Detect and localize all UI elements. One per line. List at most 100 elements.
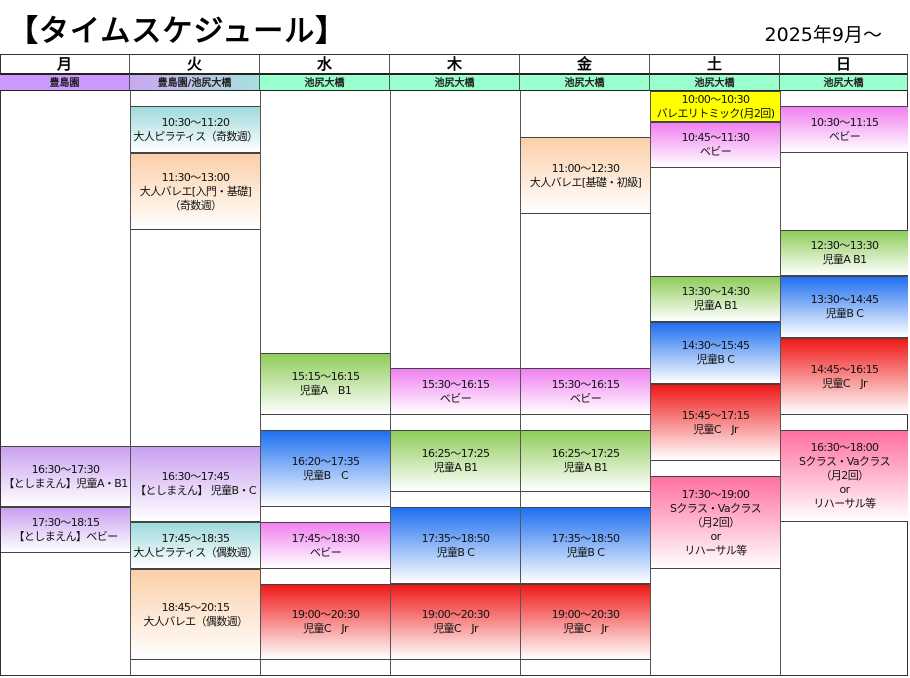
column-divider <box>520 91 521 676</box>
class-name: 児童C Jr <box>693 422 738 436</box>
class-name: （月2回） <box>691 515 741 529</box>
class-block: 11:00〜12:30 大人バレエ[基礎・初級] <box>521 137 650 214</box>
day-header: 土 <box>650 55 780 73</box>
column-divider <box>260 91 261 676</box>
class-name: 大人ピラティス（奇数週） <box>133 129 258 143</box>
period-label: 2025年9月〜 <box>764 24 882 46</box>
class-time: 16:30〜17:45 <box>161 470 230 483</box>
class-name: ベビー <box>828 129 861 143</box>
class-block: 19:00〜20:30 児童C Jr <box>261 584 390 660</box>
class-block: 16:30〜17:30 【としまえん】児童A・B1 <box>1 446 130 507</box>
class-time: 17:35〜18:50 <box>551 531 620 545</box>
class-name: 大人バレエ（偶数週） <box>143 614 249 628</box>
location-label: 池尻大橋 <box>260 73 390 91</box>
class-time: 16:30〜17:30 <box>31 462 100 476</box>
day-header: 日 <box>780 55 908 73</box>
class-time: 17:30〜19:00 <box>681 487 750 501</box>
day-header: 木 <box>390 55 520 73</box>
class-time: 18:45〜20:15 <box>161 600 230 614</box>
class-block: 17:45〜18:30 ベビー <box>261 522 390 569</box>
location-label: 豊島園/池尻大橋 <box>130 73 260 91</box>
class-time: 10:45〜11:30 <box>681 131 750 144</box>
class-time: 10:30〜11:20 <box>161 115 230 129</box>
class-time: 15:30〜16:15 <box>421 377 490 391</box>
class-time: 19:00〜20:30 <box>551 608 620 621</box>
class-block: 17:35〜18:50 児童B C <box>521 507 650 584</box>
class-block: 15:30〜16:15 ベビー <box>521 368 650 415</box>
class-name: 児童C Jr <box>563 622 608 635</box>
class-time: 10:00〜10:30 <box>681 92 750 106</box>
class-name: 児童B C <box>566 545 605 559</box>
location-label: 池尻大橋 <box>650 73 780 91</box>
class-time: 13:30〜14:45 <box>810 293 879 306</box>
class-time: 17:45〜18:30 <box>291 531 360 545</box>
class-name: 児童A B1 <box>299 384 352 397</box>
class-name: 児童C Jr <box>433 622 478 635</box>
class-name: 大人ピラティス（偶数週） <box>133 545 258 559</box>
class-block: 14:30〜15:45 児童B C <box>651 322 780 384</box>
class-name: 【としまえん】 児童B・C <box>135 484 257 497</box>
class-name: 【としまえん】児童A・B1 <box>3 476 128 490</box>
class-time: 17:45〜18:35 <box>161 531 230 545</box>
class-time: 14:30〜15:45 <box>681 339 750 352</box>
location-label: 豊島園 <box>0 73 130 91</box>
class-name: 児童B C <box>696 353 735 366</box>
class-block: 17:35〜18:50 児童B C <box>391 507 520 584</box>
class-time: 17:35〜18:50 <box>421 531 490 545</box>
class-name: Sクラス・Vaクラス <box>799 455 891 468</box>
class-block: 15:30〜16:15 ベビー <box>391 368 520 415</box>
class-block: 16:30〜17:45 【としまえん】 児童B・C <box>131 446 260 522</box>
class-block: 16:30〜18:00 Sクラス・Vaクラス （月2回） or リハーサル等 <box>781 430 908 522</box>
class-name: 児童A B1 <box>563 461 609 474</box>
class-name: ベビー <box>309 545 342 559</box>
class-time: 11:30〜13:00 <box>161 170 230 184</box>
class-time: 15:15〜16:15 <box>291 370 360 383</box>
column-divider <box>130 91 131 676</box>
class-time: 11:00〜12:30 <box>551 161 620 175</box>
class-block: 12:30〜13:30 児童A B1 <box>781 230 908 276</box>
class-name: 【としまえん】ベビー <box>13 530 119 543</box>
class-block: 16:25〜17:25 児童A B1 <box>391 430 520 492</box>
class-block: 13:30〜14:30 児童A B1 <box>651 276 780 322</box>
class-block: 11:30〜13:00 大人バレエ[入門・基礎] （奇数週） <box>131 153 260 230</box>
class-name: Sクラス・Vaクラス <box>670 501 762 515</box>
class-time: 14:45〜16:15 <box>810 362 879 376</box>
class-time: 16:30〜18:00 <box>810 441 879 454</box>
class-block: 10:45〜11:30 ベビー <box>651 122 780 168</box>
class-block: 14:45〜16:15 児童C Jr <box>781 338 908 415</box>
class-time: 16:20〜17:35 <box>291 454 360 468</box>
class-time: 16:25〜17:25 <box>551 447 620 460</box>
class-name: 児童C Jr <box>822 376 867 390</box>
location-label: 池尻大橋 <box>520 73 650 91</box>
day-header: 水 <box>260 55 390 73</box>
class-block: 17:45〜18:35 大人ピラティス（偶数週） <box>131 522 260 569</box>
class-time: 19:00〜20:30 <box>291 608 360 621</box>
class-block: 10:30〜11:15 ベビー <box>781 106 908 153</box>
class-name: ベビー <box>699 145 732 158</box>
class-block: 10:30〜11:20 大人ピラティス（奇数週） <box>131 106 260 153</box>
class-name: （奇数週） <box>169 198 223 212</box>
class-block: 19:00〜20:30 児童C Jr <box>391 584 520 660</box>
class-time: 13:30〜14:30 <box>681 285 750 298</box>
class-block: 16:25〜17:25 児童A B1 <box>521 430 650 492</box>
class-name: ベビー <box>569 391 602 405</box>
page-title: 【タイムスケジュール】 <box>8 14 347 49</box>
class-name: 児童A B1 <box>433 461 479 474</box>
class-name: （月2回） <box>820 469 870 482</box>
class-block: 17:30〜19:00 Sクラス・Vaクラス （月2回） or リハーサル等 <box>651 476 780 569</box>
class-name: リハーサル等 <box>813 497 876 510</box>
class-block: 17:30〜18:15 【としまえん】ベビー <box>1 507 130 553</box>
class-name: or <box>710 529 721 543</box>
day-header: 月 <box>0 55 130 73</box>
column-divider <box>650 91 651 676</box>
class-block: 18:45〜20:15 大人バレエ（偶数週） <box>131 569 260 660</box>
class-block: 16:20〜17:35 児童B C <box>261 430 390 507</box>
class-name: or <box>839 483 850 496</box>
class-time: 19:00〜20:30 <box>421 608 490 621</box>
day-header: 金 <box>520 55 650 73</box>
class-name: 大人バレエ[入門・基礎] <box>139 184 252 198</box>
class-name: 児童A B1 <box>693 299 739 312</box>
class-name: ベビー <box>439 391 472 405</box>
class-name: 児童C Jr <box>303 622 348 635</box>
class-time: 16:25〜17:25 <box>421 447 490 460</box>
